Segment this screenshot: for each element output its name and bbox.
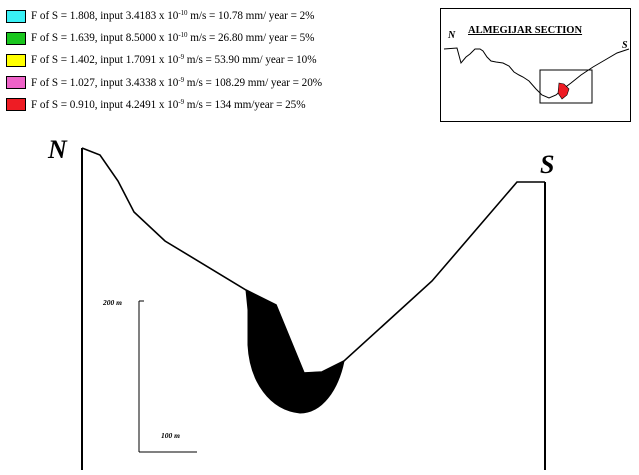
inset-slide-mark	[557, 82, 570, 100]
inset-north-label: N	[448, 30, 456, 41]
legend-item: F of S = 1.808, input 3.4183 x 10-10 m/s…	[6, 5, 426, 27]
vertical-scale-label: 200 m	[103, 298, 122, 307]
legend-swatch	[6, 53, 26, 67]
legend-item: F of S = 1.639, input 8.5000 x 10-10 m/s…	[6, 27, 426, 49]
legend: F of S = 1.808, input 3.4183 x 10-10 m/s…	[6, 5, 426, 116]
legend-swatch	[6, 76, 26, 90]
inset-locator-box	[539, 69, 593, 104]
inset-profile-drawing	[443, 47, 630, 104]
north-label: N	[48, 135, 67, 164]
legend-label: F of S = 1.027, input 3.4338 x 10-9 m/s …	[31, 75, 323, 89]
legend-label: F of S = 1.402, input 1.7091 x 10-9 m/s …	[31, 53, 317, 67]
ground-profile-line	[81, 147, 545, 374]
legend-label: F of S = 1.639, input 8.5000 x 10-10 m/s…	[31, 31, 315, 45]
south-label: S	[540, 150, 555, 179]
legend-item: F of S = 1.027, input 3.4338 x 10-9 m/s …	[6, 72, 426, 94]
legend-label: F of S = 0.910, input 4.2491 x 10-9 m/s …	[31, 97, 306, 111]
legend-swatch	[6, 9, 26, 23]
legend-item: F of S = 0.910, input 4.2491 x 10-9 m/s …	[6, 94, 426, 116]
inset-profile-line	[443, 47, 630, 99]
legend-swatch	[6, 98, 26, 112]
legend-item: F of S = 1.402, input 1.7091 x 10-9 m/s …	[6, 49, 426, 71]
location-inset: ALMEGIJAR SECTION N S	[440, 8, 631, 122]
inset-title: ALMEGIJAR SECTION	[468, 25, 583, 36]
horizontal-scale-label: 100 m	[161, 431, 180, 440]
legend-swatch	[6, 31, 26, 45]
legend-label: F of S = 1.808, input 3.4183 x 10-10 m/s…	[31, 9, 315, 23]
slide-mass	[245, 289, 345, 414]
inset-south-label: S	[622, 40, 628, 51]
